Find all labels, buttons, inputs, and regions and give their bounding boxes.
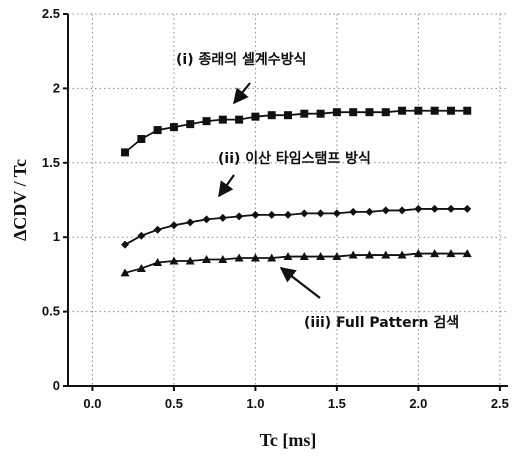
series-3-triangle-marker <box>283 252 293 261</box>
series-1-square-marker <box>446 106 455 115</box>
series-3-triangle-marker <box>267 253 277 262</box>
series-3-line <box>124 252 468 274</box>
series-3-triangle-marker <box>153 257 163 266</box>
series-2-diamond-marker <box>251 210 260 219</box>
series-2-diamond-marker <box>446 204 455 213</box>
series-3-triangle-marker <box>446 249 456 258</box>
y-tick-label: 2.5 <box>42 6 60 21</box>
y-tick-label: 1.5 <box>42 155 60 170</box>
series-2-diamond-marker <box>300 209 309 218</box>
series-2-diamond-marker <box>267 210 276 219</box>
series-2-diamond-marker <box>430 204 439 213</box>
annotation-arrow-2 <box>218 174 235 198</box>
series-lines <box>124 109 468 274</box>
series-3-triangle-marker <box>332 252 342 261</box>
series-1-square-marker <box>332 108 341 117</box>
series-1-line <box>124 109 468 154</box>
y-tick-label: 1 <box>53 229 60 244</box>
series-3-triangle-marker <box>397 250 407 259</box>
series-2-diamond-marker <box>186 218 195 227</box>
series-3-triangle-marker <box>462 249 472 258</box>
series-3-triangle-marker <box>202 255 212 264</box>
series-3-triangle-marker <box>169 256 179 265</box>
x-tick-label: 1.5 <box>328 396 346 411</box>
x-tick-label: 2.0 <box>409 396 427 411</box>
series-3-triangle-marker <box>364 250 374 259</box>
series-1-square-marker <box>300 109 309 118</box>
annotation-series-iii: (iii) Full Pattern 검색 <box>304 314 459 331</box>
y-tick-label: 2 <box>53 80 60 95</box>
series-3-triangle-marker <box>185 256 195 265</box>
y-axis-label: ΔCDV / Tc <box>10 159 30 241</box>
series-3-triangle-marker <box>299 252 309 261</box>
axes <box>67 14 508 387</box>
series-3-triangle-marker <box>348 250 358 259</box>
series-2-diamond-marker <box>332 209 341 218</box>
series-3-triangle-marker <box>120 268 130 277</box>
series-1-square-marker <box>169 123 178 132</box>
series-3-triangle-marker <box>136 263 146 272</box>
series-1-square-marker <box>235 115 244 124</box>
series-1-square-marker <box>381 108 390 117</box>
series-1-square-marker <box>365 108 374 117</box>
y-tick-label: 0.5 <box>42 304 60 319</box>
series-2-diamond-marker <box>153 225 162 234</box>
series-1-square-marker <box>153 126 162 135</box>
series-1-square-marker <box>414 106 423 115</box>
annotation-arrows <box>218 82 321 299</box>
series-2-diamond-marker <box>414 204 423 213</box>
series-markers <box>120 106 472 277</box>
series-2-diamond-marker <box>316 209 325 218</box>
series-3-triangle-marker <box>250 253 260 262</box>
series-2-diamond-marker <box>349 207 358 216</box>
series-1-square-marker <box>186 120 195 129</box>
series-1-square-marker <box>316 109 325 118</box>
series-2-diamond-marker <box>381 206 390 215</box>
annotation-series-ii: (ii) 이산 타임스탬프 방식 <box>218 150 371 167</box>
series-2-diamond-marker <box>398 206 407 215</box>
x-axis-label: Tc [ms] <box>260 430 317 450</box>
x-tick-label: 2.5 <box>491 396 509 411</box>
series-1-square-marker <box>430 106 439 115</box>
annotation-series-i: (i) 종래의 셀계수방식 <box>176 51 306 68</box>
x-tick-label: 0.5 <box>165 396 183 411</box>
series-1-square-marker <box>463 106 472 115</box>
x-tick-label: 1.0 <box>246 396 264 411</box>
series-1-square-marker <box>251 112 260 121</box>
series-3-triangle-marker <box>316 252 326 261</box>
series-2-diamond-marker <box>235 212 244 221</box>
series-2-diamond-marker <box>137 231 146 240</box>
series-2-diamond-marker <box>365 207 374 216</box>
series-2-diamond-marker <box>202 215 211 224</box>
series-2-diamond-marker <box>121 240 130 249</box>
series-2-diamond-marker <box>169 221 178 230</box>
annotation-arrow-1 <box>233 82 251 105</box>
series-3-triangle-marker <box>381 250 391 259</box>
x-tick-label: 0.0 <box>83 396 101 411</box>
series-2-line <box>124 208 468 246</box>
y-tick-label: 0 <box>53 378 60 393</box>
series-1-square-marker <box>398 106 407 115</box>
series-3-triangle-marker <box>234 253 244 262</box>
series-1-square-marker <box>121 148 130 157</box>
series-1-square-marker <box>349 108 358 117</box>
series-3-triangle-marker <box>430 249 440 258</box>
annotation-arrow-3 <box>279 267 321 299</box>
series-1-square-marker <box>267 111 276 120</box>
series-1-square-marker <box>218 115 227 124</box>
ticks: 0 0.5 1 1.5 2 2.5 0.0 0.5 1.0 1.5 2.0 2.5 <box>42 6 509 411</box>
series-1-square-marker <box>202 117 211 126</box>
series-2-diamond-marker <box>463 204 472 213</box>
series-3-triangle-marker <box>218 255 228 264</box>
series-1-square-marker <box>284 111 292 120</box>
series-3-triangle-marker <box>413 249 423 258</box>
series-2-diamond-marker <box>284 210 292 219</box>
series-2-diamond-marker <box>218 213 227 222</box>
series-1-square-marker <box>137 134 146 143</box>
